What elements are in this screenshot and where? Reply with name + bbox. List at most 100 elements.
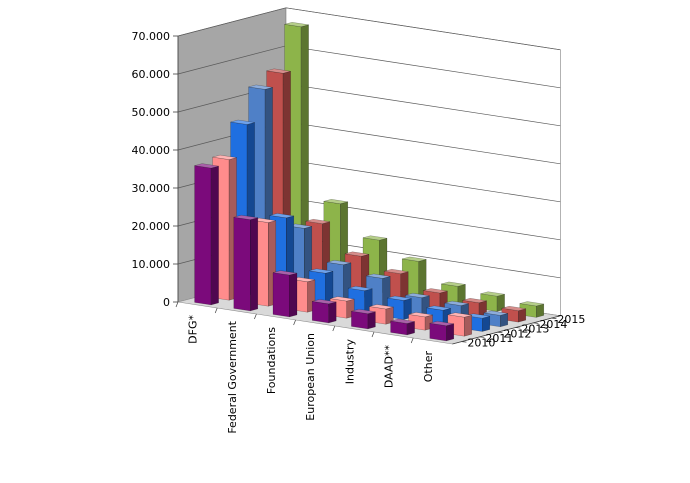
bar-top-face <box>429 320 454 326</box>
x-tick-mark <box>332 325 336 332</box>
category-label: Foundations <box>265 327 278 394</box>
x-tick-mark <box>371 331 375 338</box>
bar-side-face <box>482 315 491 332</box>
bars <box>194 22 545 342</box>
series-label: 2014 <box>539 318 567 331</box>
bar-top-face <box>366 273 391 279</box>
bar-top-face <box>284 22 309 28</box>
y-tick-label: 70.000 <box>132 30 171 43</box>
bar-top-face <box>441 281 466 287</box>
bar-top-face <box>519 301 544 307</box>
bar-top-face <box>369 304 394 310</box>
bar-side-face <box>250 217 259 312</box>
bar-top-face <box>402 256 427 262</box>
bar-top-face <box>348 285 373 291</box>
bar-top-face <box>483 310 508 316</box>
bar-side-face <box>536 303 545 318</box>
bar-top-face <box>323 199 348 205</box>
bar-side-face <box>464 314 473 337</box>
series-label: 2011 <box>485 332 513 345</box>
bar-top-face <box>423 288 448 294</box>
bar-side-face <box>500 313 509 328</box>
bar-top-face <box>344 251 370 257</box>
y-tick-label: 60.000 <box>132 68 171 81</box>
y-tick-label: 10.000 <box>132 258 171 271</box>
bar <box>390 318 415 336</box>
bar-top-face <box>384 268 409 274</box>
bar-top-face <box>462 298 487 304</box>
category-label: Other <box>422 351 435 383</box>
bar-top-face <box>248 84 273 90</box>
bar-top-face <box>501 305 526 311</box>
bar-top-face <box>308 268 334 274</box>
bar-top-face <box>362 235 388 241</box>
bar-side-face <box>406 321 415 336</box>
bar-top-face <box>305 218 330 224</box>
category-label: DFG* <box>187 315 200 344</box>
bar-top-face <box>387 295 412 301</box>
bar-top-face <box>405 292 430 298</box>
depth-tick-mark <box>479 336 485 338</box>
bar <box>194 163 219 306</box>
x-tick-mark <box>214 307 218 314</box>
bar-top-face <box>390 318 415 324</box>
bar-top-face <box>465 313 490 319</box>
depth-tick-mark <box>533 322 539 324</box>
bar-side-face <box>328 301 337 324</box>
bar-top-face <box>266 68 291 74</box>
bar-front-face <box>194 165 212 306</box>
depth-tick-mark <box>551 317 557 319</box>
bar-top-face <box>330 296 355 302</box>
bar-top-face <box>212 154 237 160</box>
bar-top-face <box>447 312 472 318</box>
series-label: 2010 <box>467 337 495 350</box>
bar-front-face <box>311 301 329 324</box>
y-tick-label: 20.000 <box>132 220 171 233</box>
bar-top-face <box>312 299 337 305</box>
gridline <box>177 7 561 51</box>
y-tick-label: 50.000 <box>132 106 171 119</box>
bar-side-face <box>289 272 298 318</box>
x-tick-mark <box>410 337 414 344</box>
y-tick-label: 40.000 <box>132 144 171 157</box>
bar-top-face <box>351 308 376 314</box>
x-tick-mark <box>254 313 257 320</box>
category-label: DAAD** <box>383 345 396 389</box>
bar-top-face <box>444 300 469 306</box>
bar-top-face <box>194 163 219 169</box>
bar <box>272 270 298 318</box>
bar-top-face <box>233 214 258 220</box>
x-tick-mark <box>175 301 179 308</box>
depth-axis-line <box>452 315 561 345</box>
depth-tick-mark <box>515 327 521 329</box>
bar-side-face <box>367 311 376 330</box>
series-label: 2012 <box>503 327 531 340</box>
bar-front-face <box>233 216 251 312</box>
bar-front-face <box>429 322 447 342</box>
bar-side-face <box>518 308 527 323</box>
bar <box>447 312 473 337</box>
bar-side-face <box>446 323 455 342</box>
bar-front-face <box>272 272 290 318</box>
bar-top-face <box>272 270 298 276</box>
bar-top-face <box>480 291 505 297</box>
depth-tick-mark <box>497 331 503 334</box>
bar <box>351 308 376 330</box>
bar-side-face <box>210 165 219 306</box>
y-tick-label: 0 <box>163 296 170 309</box>
y-tick-label: 30.000 <box>132 182 171 195</box>
bar <box>429 320 455 342</box>
bar-top-face <box>230 119 255 125</box>
x-tick-mark <box>293 319 296 326</box>
bar-top-face <box>408 312 433 318</box>
category-label: European Union <box>304 333 317 421</box>
bar-top-face <box>426 305 451 311</box>
bar <box>311 299 337 324</box>
category-label: Industry <box>343 339 356 385</box>
series-label: 2015 <box>557 313 585 326</box>
category-label: Federal Government <box>226 320 239 433</box>
y-axis-ticks: 0 10.000 20.000 30.000 40.000 50.000 60.000 70.… <box>132 30 179 309</box>
bar-top-face <box>269 213 294 219</box>
